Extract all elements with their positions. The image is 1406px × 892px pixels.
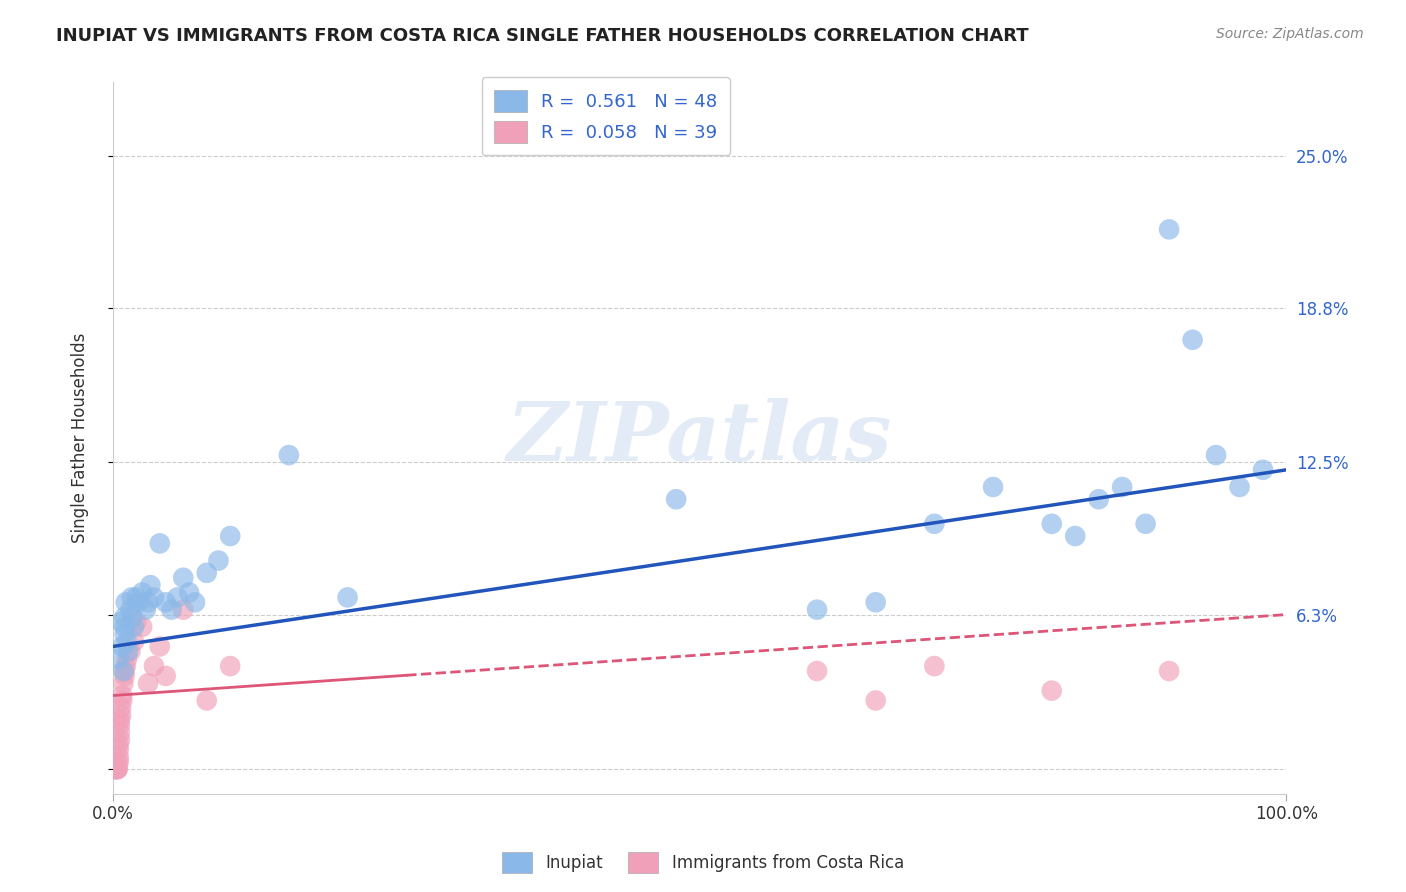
- Point: [1040, 516, 1063, 531]
- Point: [142, 591, 165, 605]
- Point: [111, 640, 134, 654]
- Point: [110, 700, 132, 714]
- Point: [105, 762, 128, 776]
- Point: [277, 448, 299, 462]
- Text: INUPIAT VS IMMIGRANTS FROM COSTA RICA SINGLE FATHER HOUSEHOLDS CORRELATION CHART: INUPIAT VS IMMIGRANTS FROM COSTA RICA SI…: [56, 27, 1029, 45]
- Point: [122, 634, 145, 648]
- Point: [107, 651, 129, 665]
- Point: [104, 762, 127, 776]
- Point: [125, 591, 148, 605]
- Point: [107, 757, 129, 772]
- Point: [1229, 480, 1251, 494]
- Point: [139, 578, 162, 592]
- Point: [1087, 492, 1109, 507]
- Point: [108, 725, 131, 739]
- Point: [149, 640, 172, 654]
- Point: [1064, 529, 1087, 543]
- Point: [112, 664, 135, 678]
- Point: [172, 602, 194, 616]
- Point: [110, 708, 132, 723]
- Point: [1135, 516, 1157, 531]
- Point: [107, 762, 129, 776]
- Point: [136, 676, 159, 690]
- Point: [114, 664, 136, 678]
- Point: [1181, 333, 1204, 347]
- Point: [981, 480, 1004, 494]
- Point: [1040, 683, 1063, 698]
- Point: [112, 676, 135, 690]
- Point: [120, 644, 142, 658]
- Point: [155, 595, 177, 609]
- Point: [110, 615, 132, 629]
- Point: [184, 595, 207, 609]
- Point: [115, 634, 138, 648]
- Point: [111, 693, 134, 707]
- Point: [131, 620, 153, 634]
- Point: [195, 693, 218, 707]
- Point: [117, 644, 139, 658]
- Point: [142, 659, 165, 673]
- Point: [115, 651, 138, 665]
- Point: [336, 591, 359, 605]
- Point: [128, 595, 150, 609]
- Point: [1205, 448, 1227, 462]
- Point: [105, 762, 128, 776]
- Point: [172, 571, 194, 585]
- Point: [195, 566, 218, 580]
- Point: [207, 553, 229, 567]
- Point: [121, 610, 143, 624]
- Text: Source: ZipAtlas.com: Source: ZipAtlas.com: [1216, 27, 1364, 41]
- Point: [1251, 463, 1274, 477]
- Point: [107, 742, 129, 756]
- Point: [219, 529, 242, 543]
- Point: [219, 659, 242, 673]
- Point: [107, 750, 129, 764]
- Point: [114, 669, 136, 683]
- Point: [665, 492, 688, 507]
- Point: [806, 664, 828, 678]
- Point: [131, 585, 153, 599]
- Point: [111, 689, 134, 703]
- Point: [149, 536, 172, 550]
- Point: [865, 595, 887, 609]
- Point: [107, 738, 129, 752]
- Point: [108, 713, 131, 727]
- Point: [806, 602, 828, 616]
- Legend: R =  0.561   N = 48, R =  0.058   N = 39: R = 0.561 N = 48, R = 0.058 N = 39: [482, 77, 730, 155]
- Point: [155, 669, 177, 683]
- Point: [924, 516, 946, 531]
- Point: [114, 620, 136, 634]
- Point: [121, 591, 143, 605]
- Y-axis label: Single Father Households: Single Father Households: [72, 333, 89, 543]
- Point: [125, 615, 148, 629]
- Point: [114, 610, 136, 624]
- Point: [108, 732, 131, 747]
- Point: [179, 585, 201, 599]
- Point: [108, 718, 131, 732]
- Text: ZIPatlas: ZIPatlas: [508, 398, 893, 478]
- Point: [1111, 480, 1133, 494]
- Point: [120, 602, 142, 616]
- Point: [114, 595, 136, 609]
- Point: [122, 620, 145, 634]
- Point: [136, 595, 159, 609]
- Point: [107, 755, 129, 769]
- Point: [114, 627, 136, 641]
- Legend: Inupiat, Immigrants from Costa Rica: Inupiat, Immigrants from Costa Rica: [495, 846, 911, 880]
- Point: [114, 659, 136, 673]
- Point: [1159, 222, 1181, 236]
- Point: [135, 602, 157, 616]
- Point: [160, 602, 183, 616]
- Point: [166, 591, 188, 605]
- Point: [1159, 664, 1181, 678]
- Point: [865, 693, 887, 707]
- Point: [107, 762, 129, 776]
- Point: [924, 659, 946, 673]
